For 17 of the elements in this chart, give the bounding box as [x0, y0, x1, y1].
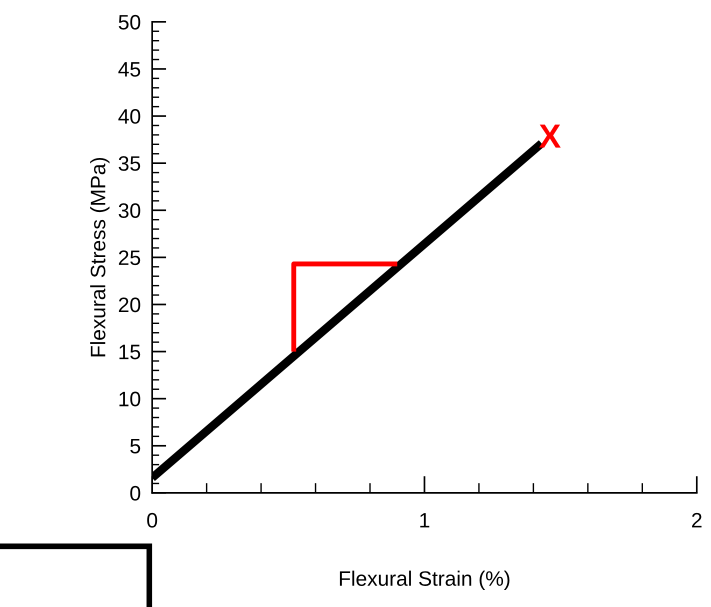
y-tick-label: 10 [119, 392, 140, 406]
y-tick-label: 45 [118, 62, 140, 77]
y-tick-label: 40 [118, 109, 140, 124]
y-axis-title: Flexural Stress (MPa) [90, 158, 110, 356]
y-tick-label: 50 [118, 14, 140, 30]
y-tick-label: 35 [118, 156, 140, 171]
x-axis-title: Flexural Strain (%) [340, 570, 510, 590]
annotation: X [539, 124, 561, 148]
y-tick-label: 30 [118, 203, 140, 218]
y-tick-label: 15 [119, 344, 140, 360]
y-tick-label: 5 [130, 438, 140, 454]
x-tick-label: 2 [692, 512, 702, 528]
y-tick-label: 0 [130, 486, 140, 501]
y-tick-label: 20 [118, 297, 140, 312]
x-tick-label: 1 [420, 513, 430, 528]
x-tick-label: 0 [147, 512, 158, 528]
y-tick-label: 25 [118, 250, 140, 266]
